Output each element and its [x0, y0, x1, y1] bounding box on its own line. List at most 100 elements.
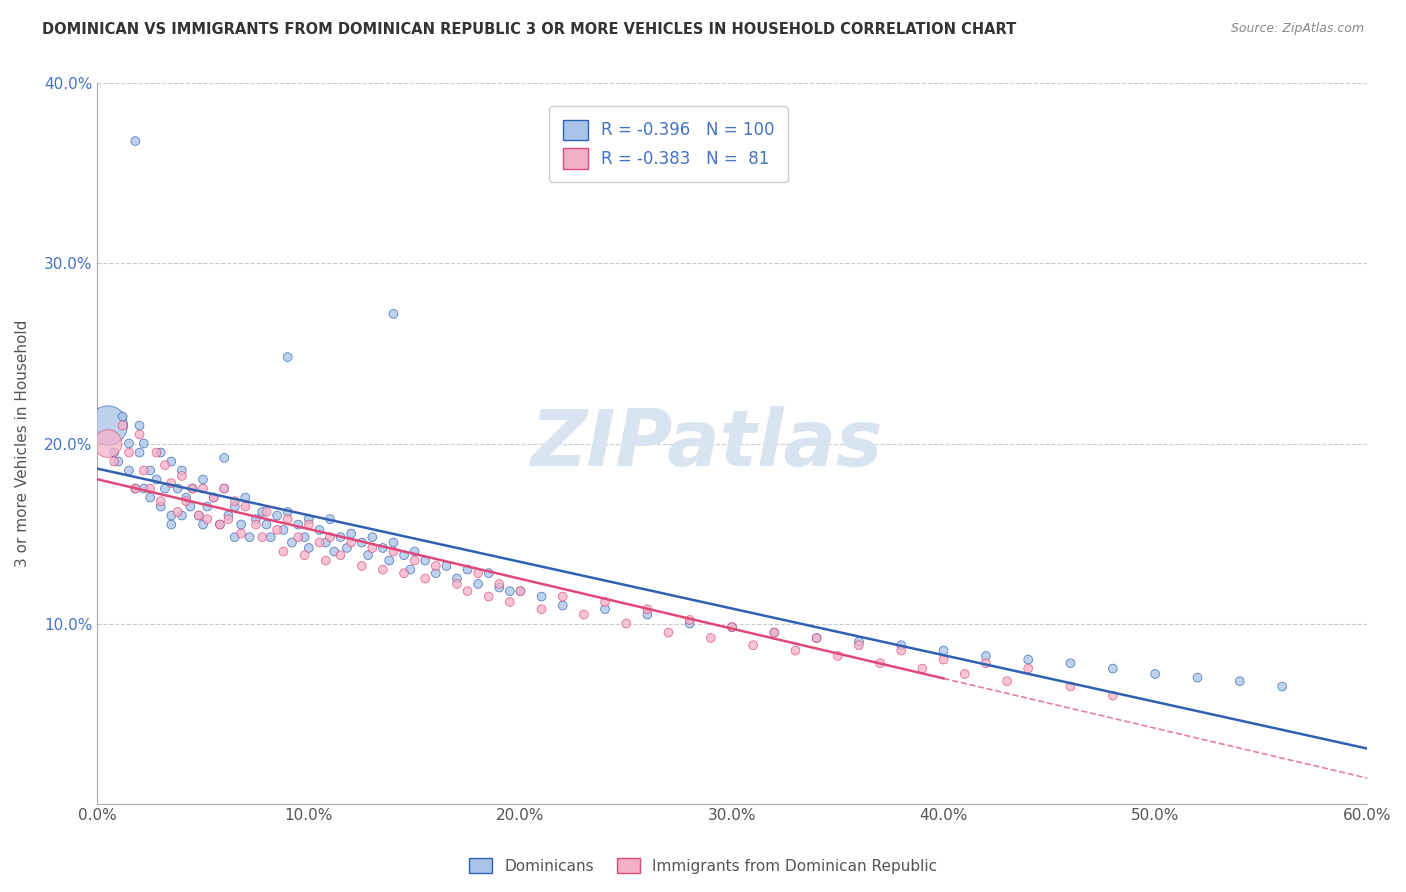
Point — [170, 508, 193, 523]
Point — [530, 602, 553, 616]
Point — [308, 535, 330, 549]
Point — [103, 454, 125, 468]
Point — [636, 602, 658, 616]
Point — [636, 607, 658, 622]
Point — [128, 445, 150, 459]
Point — [217, 508, 239, 523]
Point — [614, 616, 637, 631]
Point — [1102, 689, 1125, 703]
Point — [763, 625, 786, 640]
Point — [281, 535, 304, 549]
Point — [266, 523, 288, 537]
Point — [721, 620, 744, 634]
Point — [195, 512, 218, 526]
Point — [107, 454, 129, 468]
Point — [139, 491, 162, 505]
Point — [315, 535, 337, 549]
Point — [287, 517, 309, 532]
Point — [212, 482, 235, 496]
Point — [827, 648, 849, 663]
Point — [124, 134, 146, 148]
Point — [224, 500, 246, 514]
Point — [166, 482, 188, 496]
Point — [160, 476, 183, 491]
Point — [132, 464, 155, 478]
Point — [97, 418, 120, 433]
Point — [118, 464, 141, 478]
Point — [181, 482, 204, 496]
Point — [509, 584, 531, 599]
Point — [329, 530, 352, 544]
Point — [202, 491, 225, 505]
Point — [132, 436, 155, 450]
Point — [174, 494, 197, 508]
Point — [1017, 662, 1039, 676]
Point — [266, 508, 288, 523]
Point — [721, 620, 744, 634]
Point — [294, 530, 316, 544]
Point — [848, 638, 870, 652]
Point — [128, 418, 150, 433]
Point — [457, 563, 479, 577]
Point — [187, 508, 209, 523]
Point — [932, 643, 955, 657]
Point — [277, 350, 299, 364]
Point — [953, 667, 976, 681]
Point — [350, 558, 373, 573]
Point — [499, 595, 522, 609]
Point — [202, 491, 225, 505]
Point — [593, 602, 616, 616]
Point — [235, 491, 257, 505]
Point — [111, 409, 134, 424]
Point — [700, 631, 723, 645]
Point — [256, 505, 278, 519]
Point — [425, 558, 447, 573]
Point — [382, 544, 405, 558]
Point — [315, 553, 337, 567]
Point — [298, 517, 321, 532]
Point — [509, 584, 531, 599]
Point — [319, 512, 342, 526]
Point — [340, 526, 363, 541]
Point — [323, 544, 346, 558]
Point — [308, 523, 330, 537]
Legend: R = -0.396   N = 100, R = -0.383   N =  81: R = -0.396 N = 100, R = -0.383 N = 81 — [550, 106, 787, 182]
Point — [361, 530, 384, 544]
Point — [848, 634, 870, 648]
Point — [170, 469, 193, 483]
Point — [392, 548, 415, 562]
Point — [208, 517, 231, 532]
Point — [124, 482, 146, 496]
Point — [551, 599, 574, 613]
Point — [160, 517, 183, 532]
Point — [378, 553, 401, 567]
Point — [256, 517, 278, 532]
Point — [139, 482, 162, 496]
Point — [149, 445, 172, 459]
Point — [806, 631, 828, 645]
Y-axis label: 3 or more Vehicles in Household: 3 or more Vehicles in Household — [15, 320, 30, 567]
Point — [224, 530, 246, 544]
Point — [1017, 652, 1039, 666]
Point — [467, 566, 489, 581]
Point — [1144, 667, 1167, 681]
Point — [1102, 662, 1125, 676]
Point — [298, 512, 321, 526]
Point — [187, 508, 209, 523]
Point — [679, 616, 702, 631]
Point — [174, 491, 197, 505]
Point — [350, 535, 373, 549]
Point — [478, 590, 501, 604]
Point — [181, 482, 204, 496]
Point — [499, 584, 522, 599]
Point — [357, 548, 380, 562]
Point — [911, 662, 934, 676]
Point — [1229, 674, 1251, 689]
Point — [404, 544, 426, 558]
Point — [890, 638, 912, 652]
Point — [551, 590, 574, 604]
Point — [399, 563, 422, 577]
Point — [191, 482, 214, 496]
Point — [446, 577, 468, 591]
Text: DOMINICAN VS IMMIGRANTS FROM DOMINICAN REPUBLIC 3 OR MORE VEHICLES IN HOUSEHOLD : DOMINICAN VS IMMIGRANTS FROM DOMINICAN R… — [42, 22, 1017, 37]
